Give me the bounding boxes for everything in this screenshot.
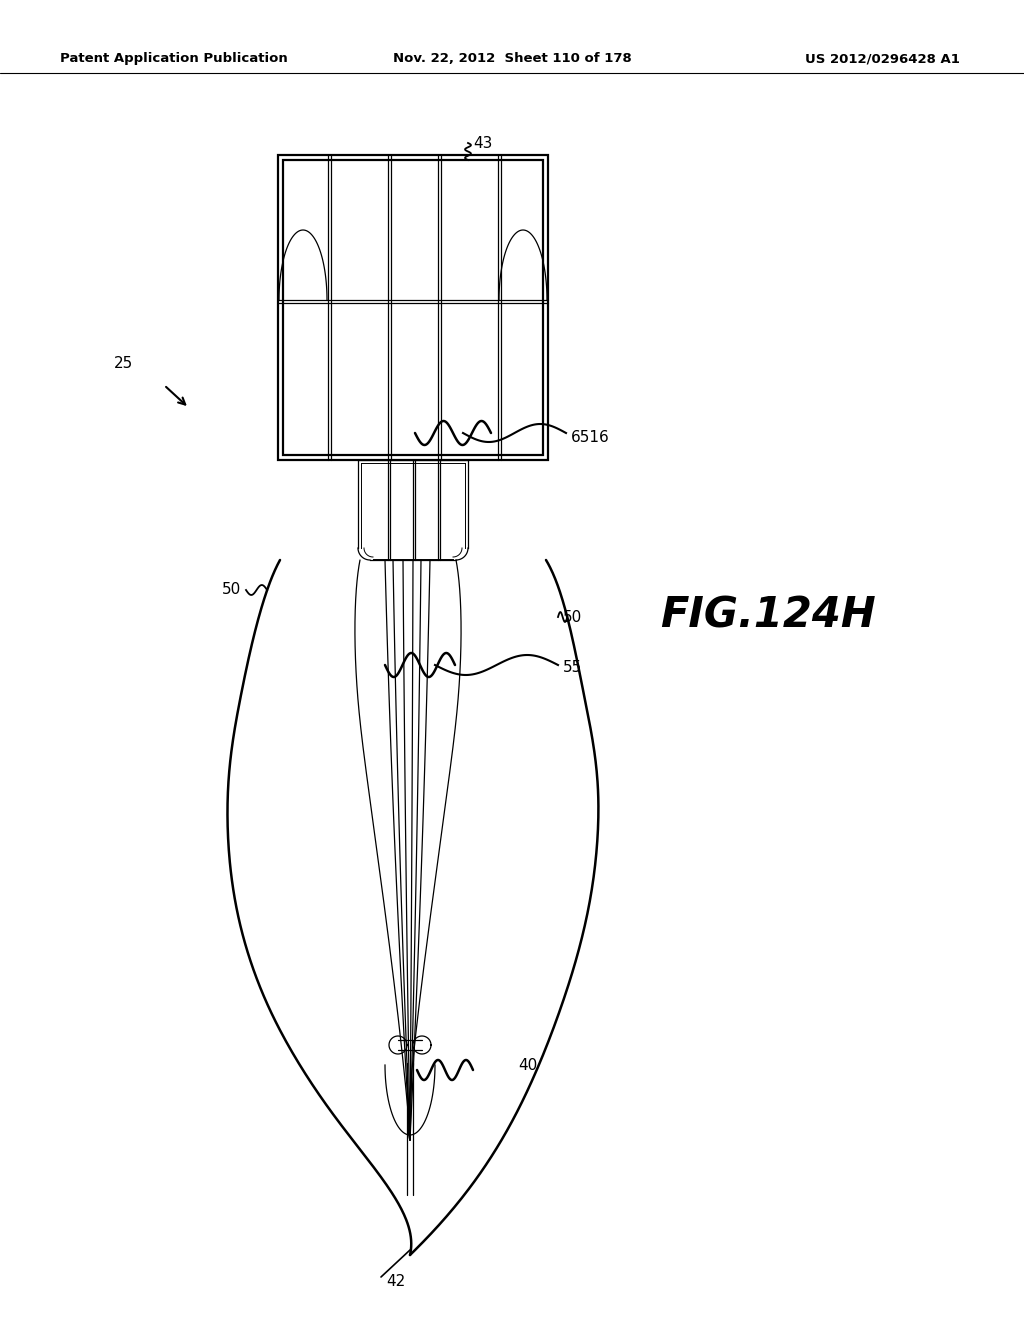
Text: 42: 42 [386,1275,406,1290]
Text: 40: 40 [518,1057,538,1072]
Text: 6516: 6516 [571,429,609,445]
Bar [278,154,548,459]
Text: 43: 43 [473,136,493,150]
Text: Nov. 22, 2012  Sheet 110 of 178: Nov. 22, 2012 Sheet 110 of 178 [392,51,632,65]
Text: US 2012/0296428 A1: US 2012/0296428 A1 [805,51,961,65]
Text: FIG.124H: FIG.124H [660,594,876,636]
Text: Patent Application Publication: Patent Application Publication [60,51,288,65]
Text: 50: 50 [222,582,241,598]
Text: 55: 55 [563,660,583,676]
Text: 50: 50 [563,610,583,624]
Bar [283,160,543,455]
Text: 25: 25 [114,355,133,371]
